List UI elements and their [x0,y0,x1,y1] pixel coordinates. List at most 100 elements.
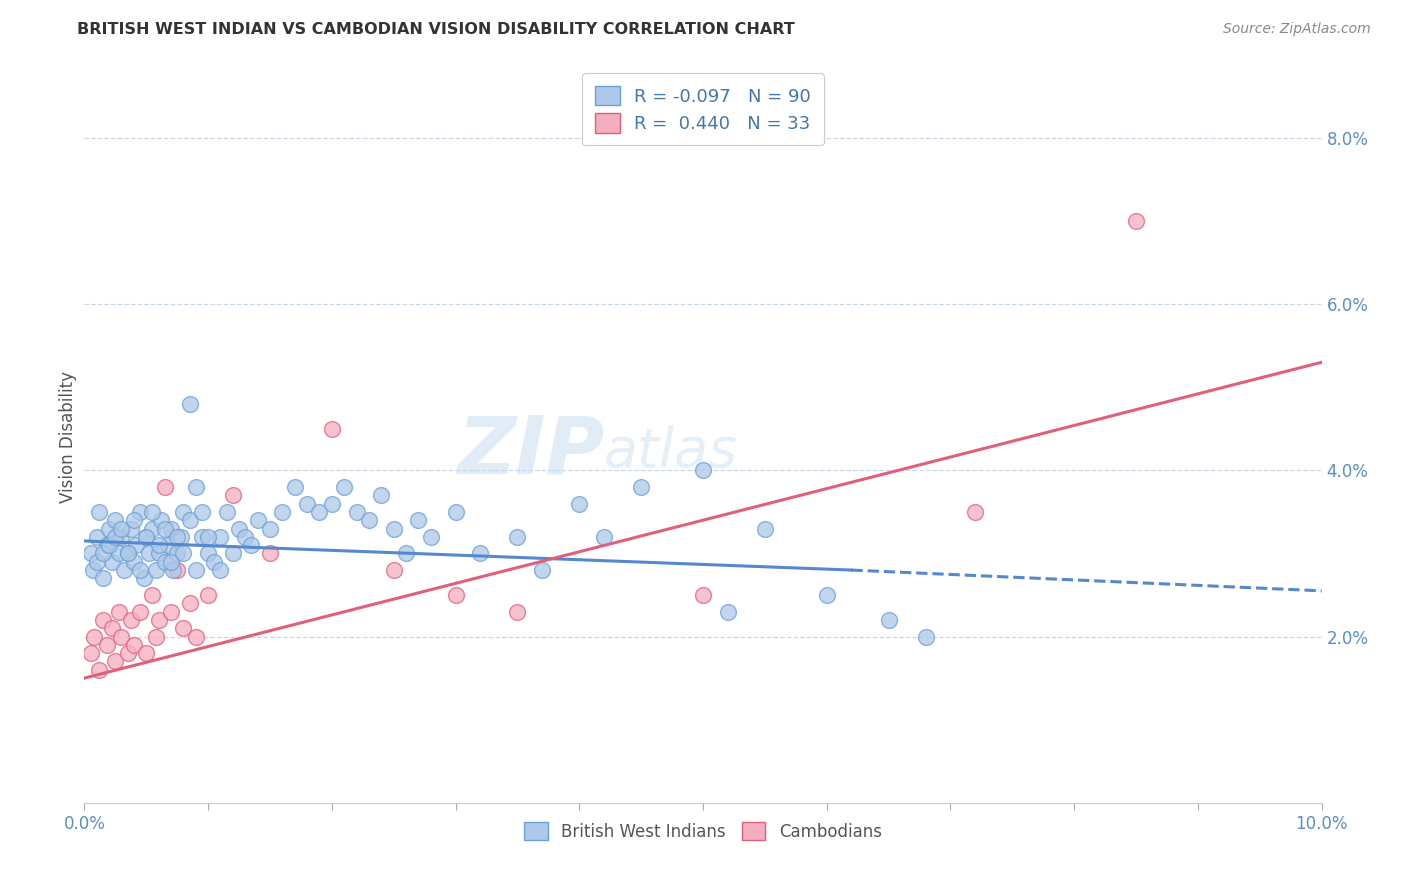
Point [395,546,418,560]
Point [110,521,132,535]
Point [382,521,405,535]
Point [382,563,405,577]
Point [145,630,167,644]
Point [184,480,207,494]
Point [91,546,114,560]
Point [122,513,145,527]
Point [444,505,467,519]
Point [153,480,176,494]
Point [104,655,127,669]
Point [100,555,122,569]
Point [112,563,135,577]
Point [179,513,201,527]
Point [86,530,108,544]
Point [357,513,380,527]
Text: BRITISH WEST INDIAN VS CAMBODIAN VISION DISABILITY CORRELATION CHART: BRITISH WEST INDIAN VS CAMBODIAN VISION … [77,22,794,37]
Point [184,630,207,644]
Point [914,630,936,644]
Point [370,488,392,502]
Point [82,563,104,577]
Text: Source: ZipAtlas.com: Source: ZipAtlas.com [1223,22,1371,37]
Point [568,497,591,511]
Point [259,546,281,560]
Point [321,422,343,436]
Point [531,563,554,577]
Point [129,505,152,519]
Point [160,605,183,619]
Point [191,505,214,519]
Point [184,563,207,577]
Point [160,521,183,535]
Point [141,505,163,519]
Point [228,521,250,535]
Point [166,563,188,577]
Point [172,505,194,519]
Point [96,538,118,552]
Point [877,613,900,627]
Point [110,630,132,644]
Point [138,546,160,560]
Point [150,513,173,527]
Point [209,530,232,544]
Point [91,613,114,627]
Point [135,530,157,544]
Point [346,505,368,519]
Point [408,513,430,527]
Point [215,505,238,519]
Point [100,621,122,635]
Point [1125,214,1147,228]
Point [240,538,263,552]
Point [170,530,193,544]
Point [141,521,163,535]
Point [179,596,201,610]
Point [157,538,180,552]
Point [135,646,157,660]
Point [98,538,121,552]
Point [162,563,184,577]
Point [754,521,776,535]
Point [470,546,492,560]
Point [191,530,214,544]
Point [333,480,356,494]
Point [815,588,838,602]
Point [284,480,307,494]
Point [79,546,101,560]
Point [148,546,170,560]
Point [83,630,105,644]
Point [271,505,294,519]
Point [692,463,714,477]
Point [233,530,256,544]
Point [132,571,155,585]
Point [104,513,127,527]
Point [122,555,145,569]
Point [321,497,343,511]
Point [104,530,127,544]
Y-axis label: Vision Disability: Vision Disability [59,371,77,503]
Point [308,505,330,519]
Point [86,555,108,569]
Point [197,588,219,602]
Point [117,546,139,560]
Point [222,546,245,560]
Point [108,605,131,619]
Point [122,638,145,652]
Point [148,538,170,552]
Point [135,530,157,544]
Point [91,571,114,585]
Point [129,605,152,619]
Point [172,546,194,560]
Point [506,605,529,619]
Point [98,521,121,535]
Point [166,530,188,544]
Point [117,646,139,660]
Point [120,521,142,535]
Point [209,563,232,577]
Text: atlas: atlas [605,425,738,478]
Point [593,530,616,544]
Point [295,497,318,511]
Point [125,538,148,552]
Point [630,480,652,494]
Point [717,605,740,619]
Point [179,397,201,411]
Point [120,613,142,627]
